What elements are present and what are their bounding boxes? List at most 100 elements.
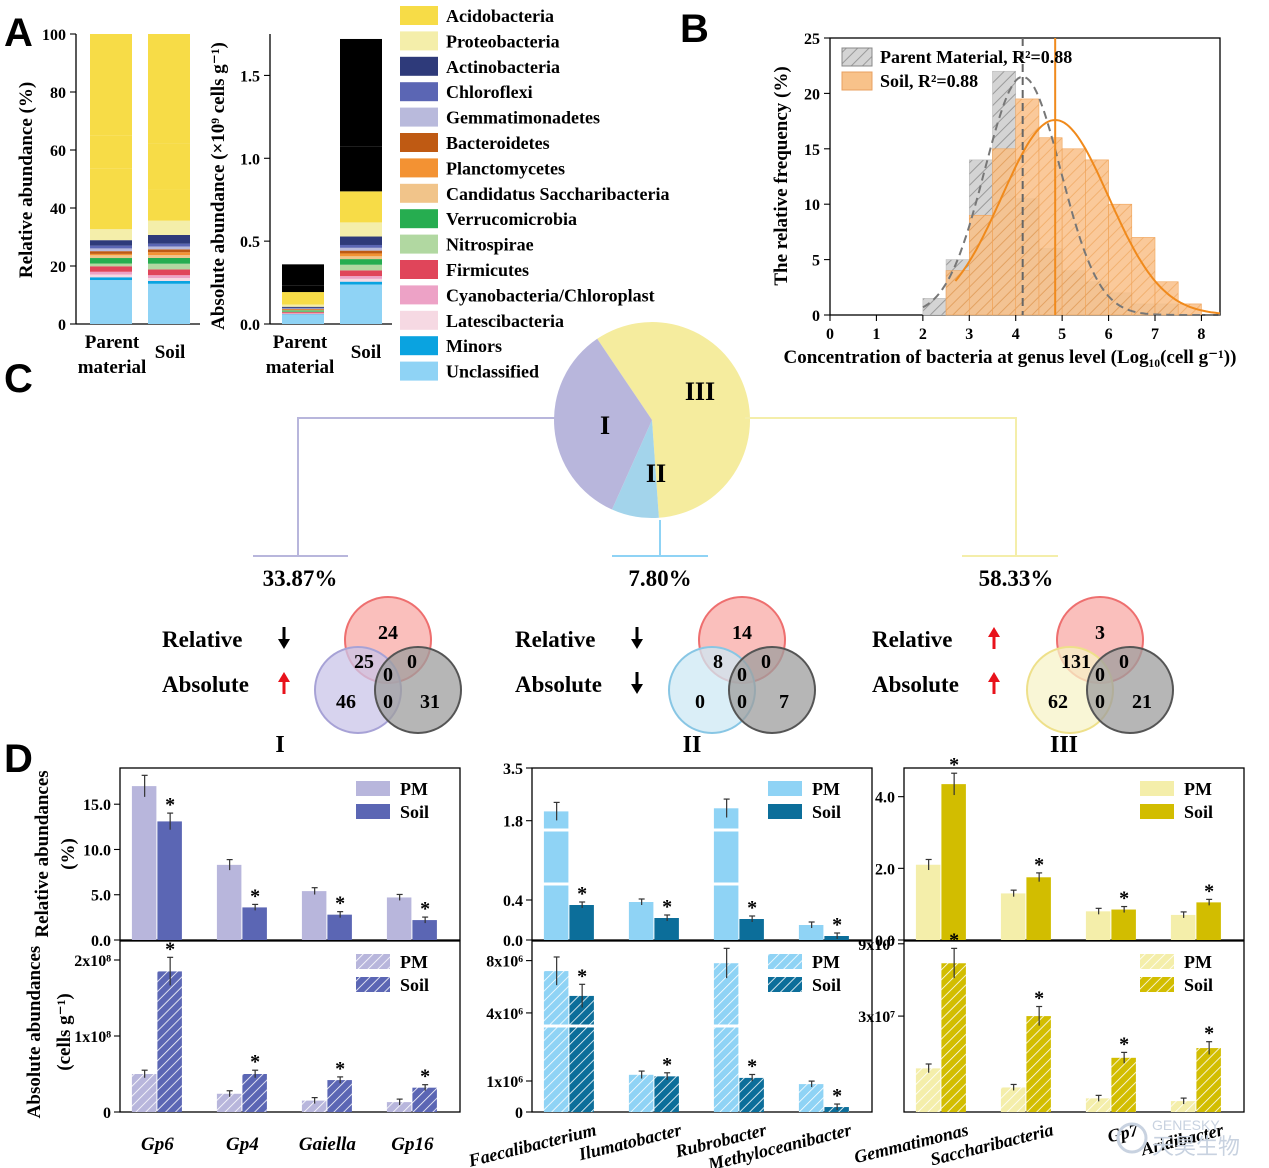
bar-relative-soil [327, 914, 352, 940]
frame-absolute [531, 940, 873, 1113]
venn-value-top-right: 0 [407, 651, 417, 673]
frame-relative [903, 767, 1245, 941]
bar-absolute-pm [131, 1074, 157, 1112]
stacked-bar-segment [282, 311, 324, 313]
significance-star: * [577, 965, 587, 987]
y-tick-label: 2.0 [875, 861, 895, 878]
stacked-bar-segment [340, 276, 382, 279]
x-tick-label: 2 [919, 326, 927, 343]
y-tick-label: 0 [103, 1105, 111, 1122]
legend-swatch-soil [1140, 804, 1174, 819]
x-tick-label: 0 [826, 326, 834, 343]
legend-swatch-pm [768, 781, 802, 796]
panel-d-groups: I PM Soil PM Soil * * Gp6 * * Gp4 * * Gaiella * * Gp16 0.… [74, 732, 1245, 1168]
pie-slice [554, 338, 652, 510]
legend-label-soil: Soil [1184, 975, 1213, 995]
stacked-bar-segment [148, 263, 190, 270]
venn-circle-absolute [728, 646, 816, 734]
y-tick-label: 0 [515, 1105, 523, 1122]
legend-swatch [400, 107, 438, 127]
significance-star: * [577, 883, 587, 905]
y-tick-label: 80 [50, 85, 66, 102]
stacked-bar-segment [90, 240, 132, 246]
x-tick-label: 5 [1058, 326, 1066, 343]
legend-label: Cyanobacteria/Chloroplast [446, 285, 655, 305]
frame-relative [531, 767, 873, 941]
stacked-bar-segment [148, 257, 190, 264]
stacked-bar-segment [148, 143, 190, 190]
stacked-bar-segment [282, 304, 324, 307]
frame-relative [119, 767, 461, 941]
panel-a-right-bars [282, 38, 382, 324]
stacked-bar-segment [340, 236, 382, 245]
significance-star: * [747, 897, 757, 919]
venn-value-bottom-center: 0 [383, 691, 393, 713]
significance-star: * [1119, 888, 1129, 910]
legend-label: Gemmatimonadetes [446, 108, 600, 128]
bar-relative-pm [131, 786, 157, 940]
bar-relative-soil [569, 905, 594, 940]
legend-swatch-soil [768, 804, 802, 819]
stacked-bar-segment [340, 222, 382, 237]
panel-b-ticks: 0 1 2 3 4 5 6 7 8 0 5 10 15 20 25 [804, 31, 1205, 343]
stacked-bar-segment [148, 255, 190, 258]
legend-label: Candidatus Saccharibacteria [446, 184, 670, 204]
group-percent: 33.87% [263, 566, 338, 591]
panel-label-b: B [680, 7, 709, 51]
panel-a-right-xlabel-1-line1: Parent [273, 332, 328, 353]
panel-d-ylabel-top-line2: (%) [58, 838, 79, 870]
histogram-bar-soil [1061, 148, 1086, 316]
bar-relative-soil [1111, 909, 1136, 940]
stacked-bar-segment [148, 275, 190, 279]
significance-star: * [662, 1054, 672, 1076]
legend-label-pm: PM [812, 952, 840, 972]
venn-value-top-left: 8 [713, 651, 723, 673]
legend-label-pm: PM [400, 952, 428, 972]
watermark-line1: GENESKY [1152, 1117, 1220, 1133]
stacked-bar-segment [148, 269, 190, 276]
stacked-bar-segment [282, 306, 324, 308]
legend-label: Minors [446, 336, 502, 356]
arrow-up-icon [988, 627, 1000, 649]
bar-absolute-pm [1170, 1101, 1196, 1112]
legend-swatch-pm [356, 954, 390, 969]
panel-d-ylabel-bottom-line2: (cells g⁻¹) [54, 993, 75, 1070]
group-title: II [683, 732, 702, 758]
y-tick-label: 10 [804, 197, 820, 214]
legend-label: Actinobacteria [446, 57, 560, 77]
y-tick-label: 1.0 [240, 151, 260, 168]
stacked-bar-segment [148, 283, 190, 324]
bar-relative-pm [1170, 914, 1196, 940]
stacked-bar-segment [340, 259, 382, 265]
panel-b-legend: Parent Material, R²=0.88 Soil, R²=0.88 [841, 47, 1072, 91]
bar-absolute-pm [798, 1084, 824, 1112]
panel-a-right-xlabel-1-line2: material [266, 357, 335, 378]
group-title: I [275, 732, 284, 758]
bar-relative-pm [915, 864, 941, 940]
stacked-bar-segment [282, 292, 324, 305]
panel-b-histogram [922, 70, 1202, 316]
y-tick-label: 4x10⁶ [486, 1006, 523, 1023]
significance-star: * [662, 896, 672, 918]
legend-swatch [400, 310, 438, 330]
bar-relative-soil [157, 821, 182, 940]
legend-label-pm: PM [400, 779, 428, 799]
venn-value-left: 46 [336, 691, 356, 713]
stacked-bar-segment [282, 264, 324, 286]
bar-relative-pm [386, 897, 412, 940]
stacked-bar-segment [340, 270, 382, 277]
panel-d-ylabel-bottom-line1: Absolute abundances [24, 946, 45, 1119]
stacked-bar-segment [90, 251, 132, 254]
legend-label-soil: Soil [1184, 802, 1213, 822]
x-tick-label: 7 [1151, 326, 1159, 343]
stacked-bar-segment [90, 274, 132, 278]
legend-label: Unclassified [446, 362, 539, 382]
bar-absolute-soil [941, 963, 966, 1112]
arrow-down-icon [631, 672, 643, 694]
pie-slice-label: II [646, 459, 666, 488]
connector-iii [745, 417, 1017, 556]
